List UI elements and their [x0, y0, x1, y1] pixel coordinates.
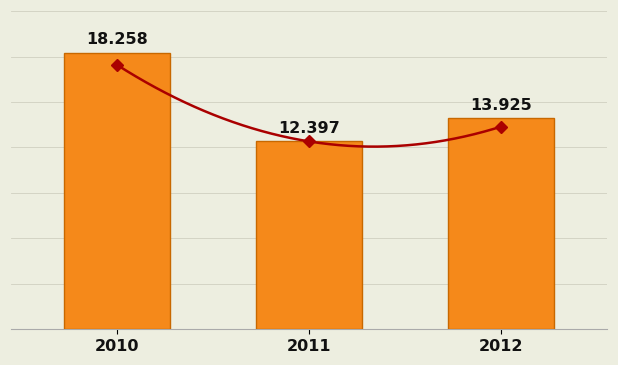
Text: 12.397: 12.397 — [278, 121, 340, 136]
Text: 13.925: 13.925 — [470, 98, 532, 113]
Text: 18.258: 18.258 — [86, 32, 148, 47]
Bar — [64, 53, 170, 329]
Bar — [448, 118, 554, 329]
Bar — [256, 141, 362, 329]
